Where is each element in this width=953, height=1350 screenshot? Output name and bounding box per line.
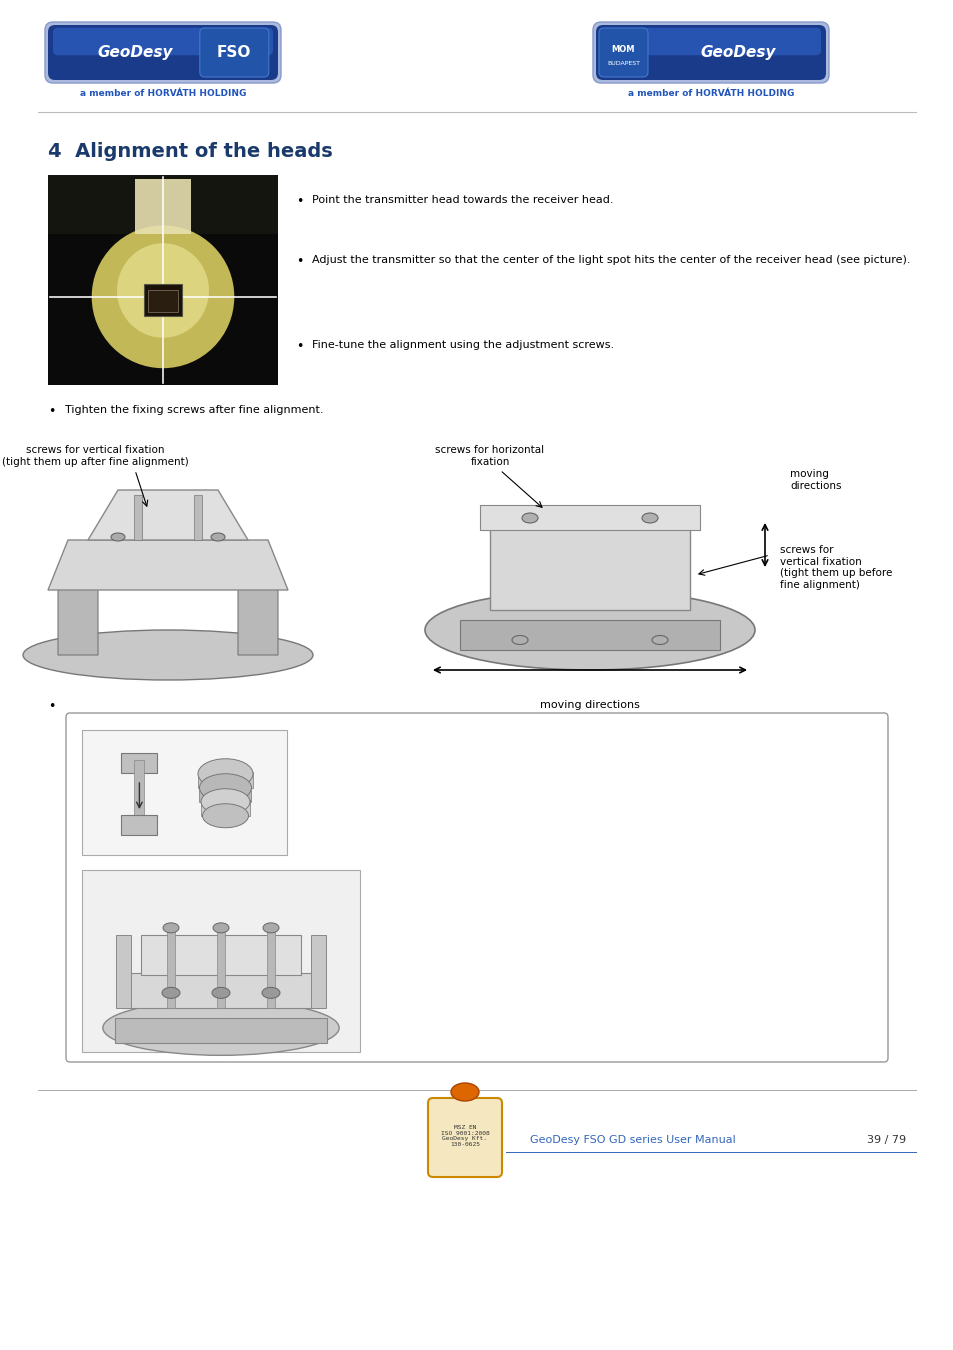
Text: FSO: FSO — [217, 45, 252, 59]
Bar — [82, 730, 287, 855]
Polygon shape — [48, 540, 288, 590]
Text: screws for
vertical fixation
(tight them up before
fine alignment): screws for vertical fixation (tight them… — [780, 545, 891, 590]
Ellipse shape — [424, 590, 754, 670]
Bar — [133, 495, 142, 540]
FancyBboxPatch shape — [596, 26, 825, 80]
FancyBboxPatch shape — [45, 22, 281, 82]
Ellipse shape — [198, 759, 253, 788]
Ellipse shape — [163, 923, 179, 933]
Ellipse shape — [512, 636, 527, 644]
Ellipse shape — [213, 923, 229, 933]
Bar — [141, 934, 301, 975]
Polygon shape — [237, 580, 277, 655]
Bar — [201, 799, 250, 815]
Ellipse shape — [201, 788, 250, 815]
FancyBboxPatch shape — [48, 26, 277, 80]
Text: BUDAPEST: BUDAPEST — [606, 61, 639, 66]
Ellipse shape — [212, 987, 230, 999]
Bar — [148, 290, 178, 312]
Bar — [167, 927, 174, 1008]
FancyBboxPatch shape — [53, 28, 273, 55]
Bar — [479, 505, 700, 531]
Ellipse shape — [521, 513, 537, 522]
Text: •: • — [48, 701, 55, 713]
Bar — [134, 760, 144, 815]
Bar — [459, 620, 720, 649]
Text: Adjust the transmitter so that the center of the light spot hits the center of t: Adjust the transmitter so that the cente… — [312, 255, 909, 265]
FancyBboxPatch shape — [593, 22, 828, 82]
Ellipse shape — [91, 225, 234, 369]
Ellipse shape — [641, 513, 658, 522]
Bar — [198, 772, 253, 788]
Text: Fine-tune the alignment using the adjustment screws.: Fine-tune the alignment using the adjust… — [312, 340, 614, 350]
Text: a member of HORVÁTH HOLDING: a member of HORVÁTH HOLDING — [627, 89, 793, 99]
Ellipse shape — [202, 803, 248, 828]
Bar — [48, 176, 277, 234]
Bar — [490, 520, 689, 610]
Polygon shape — [58, 580, 98, 655]
Text: GeoDesy: GeoDesy — [97, 45, 172, 59]
Ellipse shape — [211, 533, 225, 541]
Ellipse shape — [263, 923, 278, 933]
Ellipse shape — [103, 1000, 339, 1056]
Text: •: • — [48, 405, 55, 418]
Text: moving
directions: moving directions — [789, 470, 841, 491]
Ellipse shape — [262, 987, 280, 999]
Polygon shape — [311, 934, 326, 1008]
Bar — [199, 786, 252, 802]
Text: 4  Alignment of the heads: 4 Alignment of the heads — [48, 142, 333, 161]
Bar — [82, 869, 359, 1052]
Bar — [144, 284, 182, 316]
Bar — [48, 176, 277, 385]
Bar — [121, 973, 320, 1008]
Ellipse shape — [23, 630, 313, 680]
Polygon shape — [88, 490, 248, 540]
Bar — [135, 180, 191, 234]
FancyBboxPatch shape — [199, 28, 269, 77]
Bar — [216, 927, 225, 1008]
Text: •: • — [295, 194, 303, 208]
FancyBboxPatch shape — [66, 713, 887, 1062]
FancyBboxPatch shape — [428, 1098, 501, 1177]
FancyBboxPatch shape — [600, 28, 821, 55]
Bar — [121, 753, 157, 774]
Ellipse shape — [162, 987, 180, 999]
Text: moving directions: moving directions — [539, 701, 639, 710]
Bar — [267, 927, 274, 1008]
Ellipse shape — [651, 636, 667, 644]
Text: GeoDesy: GeoDesy — [700, 45, 776, 59]
Text: Point the transmitter head towards the receiver head.: Point the transmitter head towards the r… — [312, 194, 613, 205]
Text: screws for horizontal
fixation: screws for horizontal fixation — [435, 446, 544, 467]
Text: a member of HORVÁTH HOLDING: a member of HORVÁTH HOLDING — [80, 89, 246, 99]
Ellipse shape — [451, 1083, 478, 1102]
Text: •: • — [295, 340, 303, 352]
Text: Tighten the fixing screws after fine alignment.: Tighten the fixing screws after fine ali… — [65, 405, 323, 414]
Bar — [121, 815, 157, 836]
Bar — [193, 495, 202, 540]
Polygon shape — [116, 934, 131, 1008]
Ellipse shape — [111, 533, 125, 541]
Ellipse shape — [117, 243, 209, 338]
Text: •: • — [295, 255, 303, 269]
Text: MSZ EN
ISO 9001:2008
GeoDesy Kft.
130-0625: MSZ EN ISO 9001:2008 GeoDesy Kft. 130-06… — [440, 1125, 489, 1148]
Text: screws for vertical fixation
(tight them up after fine alignment): screws for vertical fixation (tight them… — [2, 446, 188, 467]
Ellipse shape — [199, 774, 252, 802]
Text: MOM: MOM — [611, 46, 635, 54]
Text: 39 / 79: 39 / 79 — [866, 1135, 905, 1145]
Bar — [115, 1018, 326, 1042]
Text: GeoDesy FSO GD series User Manual: GeoDesy FSO GD series User Manual — [530, 1135, 735, 1145]
FancyBboxPatch shape — [598, 28, 647, 77]
